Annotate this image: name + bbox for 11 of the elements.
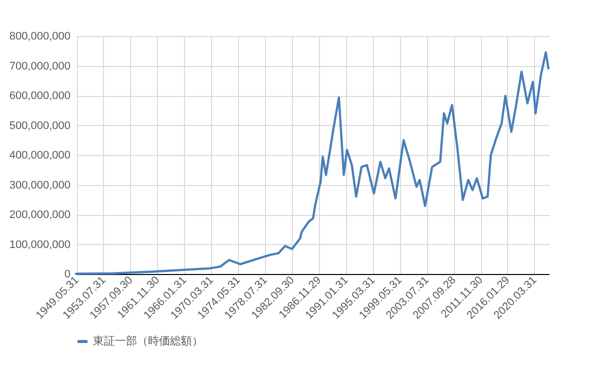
y-tick-label: 800,000,000 <box>9 30 70 42</box>
y-tick-label: 500,000,000 <box>9 120 70 132</box>
y-tick-label: 200,000,000 <box>9 209 70 221</box>
y-tick-label: 700,000,000 <box>9 60 70 72</box>
y-tick-label: 0 <box>64 268 70 280</box>
line-series <box>74 51 550 275</box>
y-tick-label: 100,000,000 <box>9 238 70 251</box>
y-tick-label: 600,000,000 <box>9 90 70 102</box>
y-tick-label: 300,000,000 <box>9 179 70 192</box>
legend-label: 東証一部（時価総額） <box>93 334 203 348</box>
y-tick-label: 400,000,000 <box>9 150 70 162</box>
